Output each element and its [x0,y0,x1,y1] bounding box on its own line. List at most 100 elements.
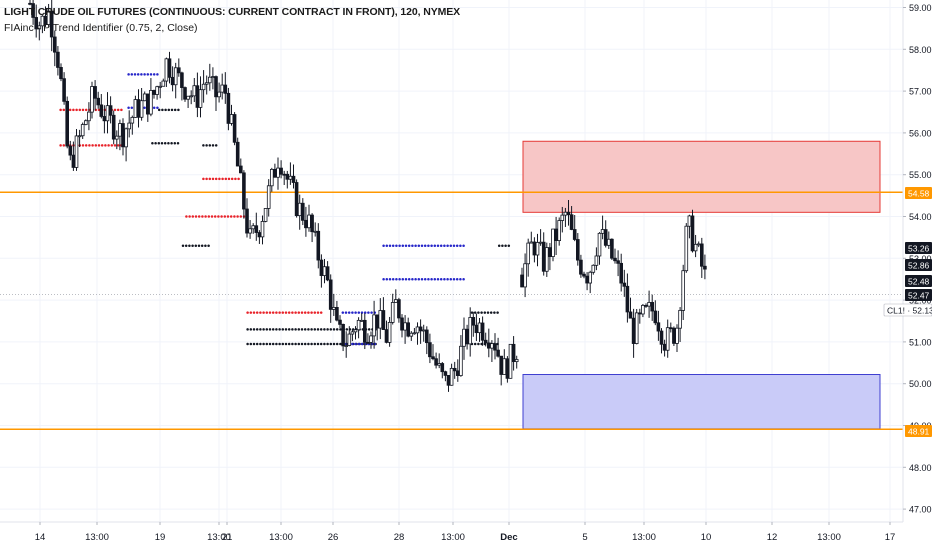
trend-dot [194,244,198,248]
trend-dot [446,244,449,248]
trend-dot [160,142,164,145]
trend-dot [173,108,177,112]
trend-dot [443,244,446,248]
candle-body [335,307,339,321]
trend-dot [116,144,120,147]
trend-dot [107,144,110,147]
candle-body [631,317,636,344]
trend-dot [507,244,511,248]
candle-body [437,363,441,366]
candle-body [616,260,620,264]
y-tick-label: 54.00 [909,212,932,222]
trend-dot [78,108,82,112]
price-tag-label: 52.48 [908,277,930,287]
trend-dot [310,342,313,346]
trend-dot [351,311,354,314]
candle-body [297,202,302,217]
trend-dot [423,244,427,248]
trend-dot [200,244,204,248]
candle-body [294,182,299,217]
trend-dot [310,328,313,331]
trend-dot [249,342,253,346]
trend-dot [68,108,72,112]
candle-body [74,135,79,168]
x-tick-label: 5 [582,532,587,543]
trend-dot [252,311,256,314]
candle-body [359,319,364,322]
candle-body [455,370,460,376]
candle-body [585,275,589,284]
candle-body [505,358,510,379]
candle-body [31,3,35,18]
candle-body [669,327,673,330]
x-tick-label: 21 [222,532,233,543]
trend-dot [205,177,208,181]
trend-dot [236,215,239,218]
trend-dot [329,342,333,346]
candle-body [653,310,658,324]
trend-dot [210,215,214,218]
trend-dot [136,73,140,76]
trend-dot [284,311,288,314]
candle-body [588,271,592,284]
trend-dot [146,73,150,76]
trend-dot [194,215,198,218]
trend-dot [271,311,275,314]
candle-body [331,307,336,310]
trend-dot [303,311,307,314]
trend-dot [176,142,180,145]
candle-body [443,371,448,376]
candle-body [446,375,451,386]
candle-body [62,78,66,102]
indicator-legend[interactable]: FIAinc - P Trend Identifier (0.75, 2, Cl… [4,22,198,34]
candle-body [170,76,175,86]
trend-dot [226,215,230,218]
trend-dot [433,244,437,248]
trend-dot [501,244,504,248]
trend-dot [81,144,85,147]
trend-dot [281,342,285,346]
trend-dot [297,311,301,314]
candle-body [471,317,476,326]
candle-body [576,239,580,261]
trend-dot [140,73,143,76]
trend-dot [207,215,211,218]
candle-body [152,90,156,95]
candle-body [381,310,386,330]
trend-dot [278,311,281,314]
candle-body [452,367,457,372]
candle-body [84,120,88,125]
candle-body [693,243,698,252]
trend-dot [473,342,477,346]
x-tick-label: 13:00 [632,532,656,543]
candle-body [523,263,527,288]
trend-dot [303,328,307,331]
candle-body [535,242,540,256]
x-tick-label: 14 [35,532,46,543]
trend-dot [319,311,323,314]
trend-dot [455,277,459,281]
price-tags: 54.58 53.26 52.86 52.48 52.47 CL1! · 52.13 48.… [883,187,932,437]
trend-dot [91,144,94,147]
trend-dot [120,108,123,112]
candle-body [393,299,398,303]
trend-dot [97,144,101,147]
candle-body [628,311,633,319]
candle-body [180,72,184,88]
trend-dot [341,311,345,314]
candle-body [400,317,404,331]
trend-dot [157,108,161,112]
candle-body [130,116,135,124]
trend-dot [455,244,459,248]
candle-body [183,87,187,100]
trend-dot [127,106,130,110]
candle-body [310,214,314,233]
candle-body [158,85,163,88]
trend-dot [345,328,349,331]
candle-body [65,100,70,147]
trend-dot [370,311,373,314]
trend-dot [307,342,310,346]
y-tick-label: 50.00 [909,379,932,389]
